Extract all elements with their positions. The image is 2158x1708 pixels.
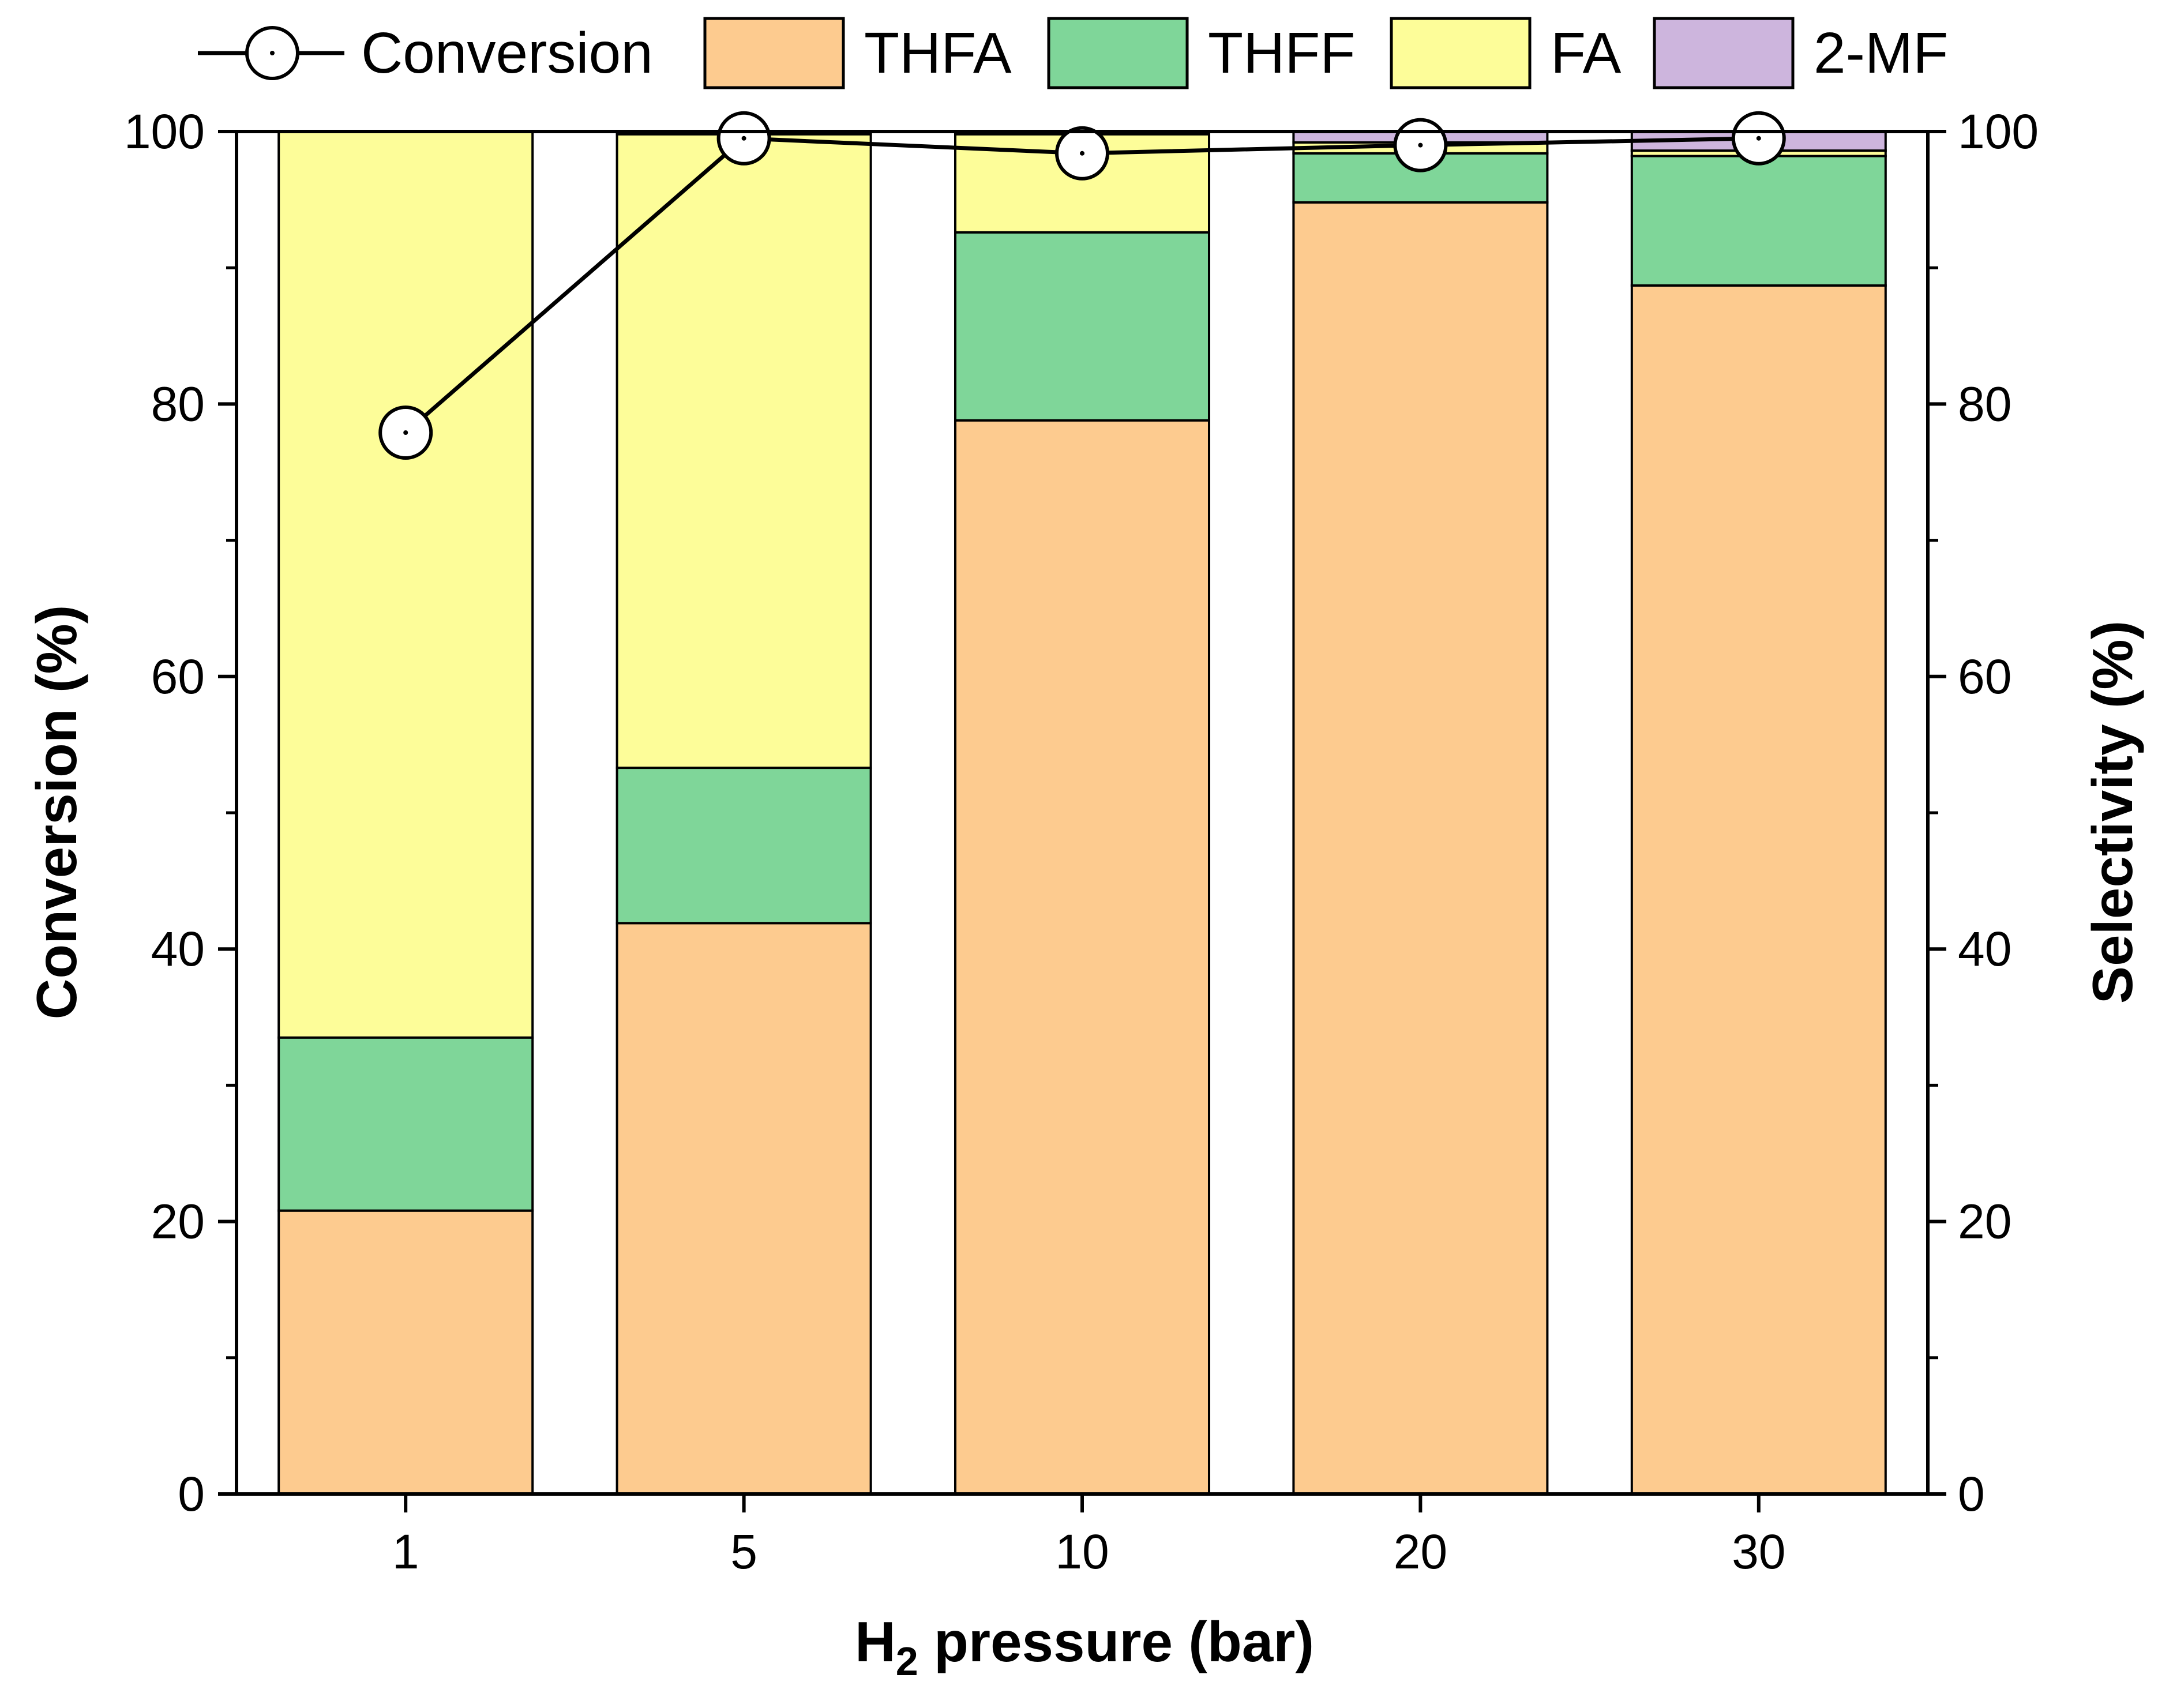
- x-axis-title-prefix: H: [855, 1610, 896, 1673]
- x-tick-label-1: 1: [392, 1525, 419, 1579]
- x-axis-title-subscript: 2: [896, 1639, 918, 1684]
- y2-tick-label-0: 0: [1958, 1467, 1985, 1521]
- y-tick-label-80: 80: [151, 377, 205, 431]
- y2-tick-label-60: 60: [1958, 650, 2011, 704]
- conversion-point-dot-20: [1418, 142, 1423, 148]
- legend-2mf-swatch: [1653, 17, 1795, 89]
- bar-thfa-20: [1292, 201, 1549, 1496]
- bar-thff-1: [277, 1036, 534, 1212]
- legend-thff-label: THFF: [1208, 21, 1355, 85]
- legend-fa-swatch: [1390, 17, 1532, 89]
- x-tick-label-10: 10: [1055, 1525, 1109, 1579]
- legend: Conversion THFA THFF FA 2-MF: [198, 17, 1948, 89]
- bar-thfa-10: [954, 419, 1210, 1495]
- left-axis-title: Conversion (%): [25, 605, 88, 1020]
- bar-thfa-1: [277, 1209, 534, 1496]
- conversion-point-dot-30: [1756, 136, 1761, 141]
- y2-tick-label-20: 20: [1958, 1195, 2011, 1249]
- y-tick-label-20: 20: [151, 1195, 205, 1249]
- bar-thff-10: [954, 231, 1210, 422]
- conversion-point-dot-10: [1080, 151, 1084, 156]
- bar-thff-5: [616, 767, 872, 925]
- conversion-point-dot-1: [403, 430, 408, 436]
- legend-thfa-label: THFA: [864, 21, 1012, 85]
- y2-tick-label-40: 40: [1958, 922, 2011, 976]
- y-tick-label-100: 100: [124, 104, 205, 159]
- legend-conversion-marker-dot: [270, 51, 275, 55]
- y-tick-label-60: 60: [151, 650, 205, 704]
- legend-conversion-label: Conversion: [361, 21, 653, 85]
- bar-thfa-30: [1630, 284, 1887, 1495]
- bar-fa-1: [277, 130, 534, 1039]
- conversion-point-dot-5: [741, 136, 746, 141]
- legend-2mf-label: 2-MF: [1814, 21, 1948, 85]
- y2-tick-label-80: 80: [1958, 377, 2011, 431]
- x-tick-label-5: 5: [730, 1525, 757, 1579]
- axes: 0 0 20 20 40 40 60 60 80 80 100 100 1 5 10 20 30: [124, 104, 2039, 1579]
- bar-fa-5: [616, 133, 872, 769]
- bar-thff-30: [1630, 155, 1887, 287]
- legend-thfa-swatch: [703, 17, 845, 89]
- y-tick-label-0: 0: [178, 1467, 205, 1521]
- x-tick-label-20: 20: [1394, 1525, 1447, 1579]
- legend-thff-swatch: [1047, 17, 1189, 89]
- y-tick-label-40: 40: [151, 922, 205, 976]
- y2-tick-label-100: 100: [1958, 104, 2039, 159]
- legend-fa-label: FA: [1551, 21, 1622, 85]
- x-axis-title-text: pressure (bar): [918, 1610, 1314, 1673]
- right-axis-title: Selectivity (%): [2081, 621, 2144, 1004]
- bar-thfa-5: [616, 922, 872, 1495]
- x-tick-label-30: 30: [1732, 1525, 1785, 1579]
- bar-stacks: [277, 130, 1887, 1496]
- x-axis-title: H2 pressure (bar): [855, 1610, 1314, 1684]
